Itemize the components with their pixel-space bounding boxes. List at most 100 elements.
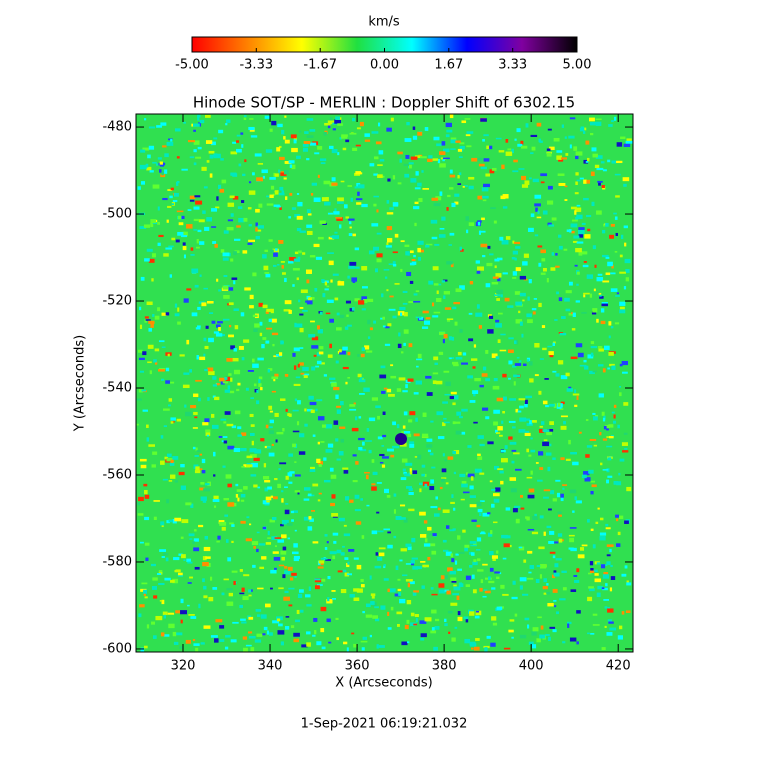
speckle xyxy=(594,573,599,576)
speckle xyxy=(269,519,275,523)
speckle xyxy=(574,579,580,583)
speckle xyxy=(418,198,423,203)
speckle xyxy=(186,339,190,345)
speckle xyxy=(508,420,516,423)
speckle xyxy=(588,469,594,474)
speckle xyxy=(476,537,482,542)
speckle xyxy=(250,647,255,652)
speckle xyxy=(592,412,596,415)
speckle xyxy=(512,240,515,244)
speckle xyxy=(160,435,164,439)
speckle xyxy=(373,173,378,176)
speckle xyxy=(338,349,342,353)
speckle xyxy=(490,530,493,535)
speckle xyxy=(291,164,296,170)
speckle xyxy=(500,449,506,453)
speckle xyxy=(433,311,441,314)
speckle xyxy=(586,445,593,448)
speckle xyxy=(439,163,446,168)
speckle xyxy=(166,219,169,223)
speckle xyxy=(400,312,403,317)
speckle xyxy=(446,261,453,265)
speckle xyxy=(294,474,301,477)
speckle xyxy=(169,195,173,199)
speckle xyxy=(371,486,377,491)
speckle xyxy=(551,217,557,221)
speckle xyxy=(368,250,375,255)
speckle xyxy=(351,307,355,311)
speckle xyxy=(479,230,486,233)
speckle xyxy=(367,336,371,339)
speckle xyxy=(404,244,410,247)
speckle xyxy=(591,201,595,207)
speckle xyxy=(491,167,497,171)
speckle xyxy=(139,604,145,608)
speckle xyxy=(455,553,459,556)
speckle xyxy=(449,529,455,532)
speckle xyxy=(364,345,370,350)
speckle xyxy=(543,489,551,492)
speckle xyxy=(465,584,471,588)
speckle xyxy=(230,258,234,262)
speckle xyxy=(209,154,214,159)
speckle xyxy=(491,281,499,285)
speckle xyxy=(409,441,415,445)
speckle xyxy=(387,178,391,182)
speckle xyxy=(369,634,373,638)
speckle xyxy=(163,408,170,411)
speckle xyxy=(503,543,510,548)
speckle xyxy=(277,123,283,128)
speckle xyxy=(413,300,421,303)
speckle xyxy=(468,176,475,180)
speckle xyxy=(220,381,225,385)
speckle xyxy=(469,504,477,508)
speckle xyxy=(539,574,542,579)
speckle xyxy=(414,187,421,190)
speckle xyxy=(512,277,517,279)
speckle xyxy=(452,306,457,310)
speckle xyxy=(601,185,605,189)
speckle xyxy=(335,327,342,331)
speckle xyxy=(201,166,207,171)
speckle xyxy=(213,331,220,334)
speckle xyxy=(610,576,616,580)
speckle xyxy=(579,177,584,180)
speckle xyxy=(166,453,172,457)
speckle xyxy=(353,643,357,648)
speckle xyxy=(587,632,590,635)
speckle xyxy=(176,210,184,213)
speckle xyxy=(246,464,253,468)
speckle xyxy=(569,489,577,494)
speckle xyxy=(211,424,219,429)
colorbar-tick-label: -5.00 xyxy=(175,58,209,73)
speckle xyxy=(532,420,537,423)
speckle xyxy=(592,370,597,373)
speckle xyxy=(146,437,150,442)
speckle xyxy=(369,327,373,331)
speckle xyxy=(250,474,257,477)
speckle xyxy=(347,185,353,187)
speckle xyxy=(545,405,550,408)
speckle xyxy=(555,558,562,561)
speckle xyxy=(333,386,340,391)
speckle xyxy=(327,354,333,358)
speckle xyxy=(386,448,394,452)
speckle xyxy=(564,199,568,202)
speckle xyxy=(288,413,292,417)
speckle xyxy=(266,195,271,198)
speckle xyxy=(387,611,390,616)
speckle xyxy=(311,182,318,186)
speckle xyxy=(402,290,408,294)
speckle xyxy=(379,453,385,457)
speckle xyxy=(539,429,545,433)
speckle xyxy=(241,621,247,624)
speckle xyxy=(608,424,614,428)
speckle xyxy=(153,516,157,521)
speckle xyxy=(530,470,533,475)
image-background xyxy=(136,114,633,652)
speckle xyxy=(535,578,540,583)
speckle xyxy=(494,429,498,433)
speckle xyxy=(251,358,255,363)
speckle xyxy=(496,298,500,301)
speckle xyxy=(569,637,577,642)
